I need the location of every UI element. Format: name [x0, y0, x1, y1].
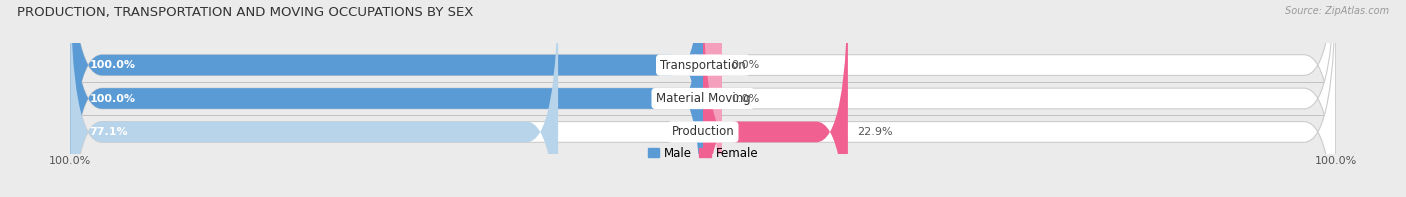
Text: 22.9%: 22.9% [858, 127, 893, 137]
FancyBboxPatch shape [703, 0, 848, 197]
FancyBboxPatch shape [70, 0, 558, 197]
FancyBboxPatch shape [70, 0, 1336, 197]
Text: 100.0%: 100.0% [89, 60, 135, 70]
FancyBboxPatch shape [70, 0, 703, 197]
Text: 0.0%: 0.0% [731, 60, 759, 70]
Text: 0.0%: 0.0% [731, 94, 759, 103]
Text: Production: Production [672, 125, 734, 138]
Legend: Male, Female: Male, Female [643, 142, 763, 164]
Text: PRODUCTION, TRANSPORTATION AND MOVING OCCUPATIONS BY SEX: PRODUCTION, TRANSPORTATION AND MOVING OC… [17, 6, 474, 19]
Text: Source: ZipAtlas.com: Source: ZipAtlas.com [1285, 6, 1389, 16]
Text: Transportation: Transportation [661, 59, 745, 72]
FancyBboxPatch shape [690, 0, 734, 197]
Text: Material Moving: Material Moving [655, 92, 751, 105]
FancyBboxPatch shape [690, 0, 734, 197]
FancyBboxPatch shape [70, 0, 1336, 197]
Text: 100.0%: 100.0% [89, 94, 135, 103]
Text: 77.1%: 77.1% [89, 127, 128, 137]
FancyBboxPatch shape [70, 0, 1336, 197]
FancyBboxPatch shape [70, 0, 703, 197]
